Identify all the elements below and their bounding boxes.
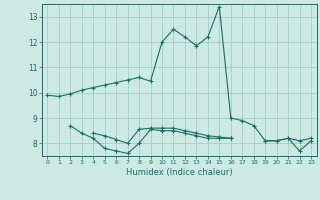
X-axis label: Humidex (Indice chaleur): Humidex (Indice chaleur) (126, 168, 233, 177)
